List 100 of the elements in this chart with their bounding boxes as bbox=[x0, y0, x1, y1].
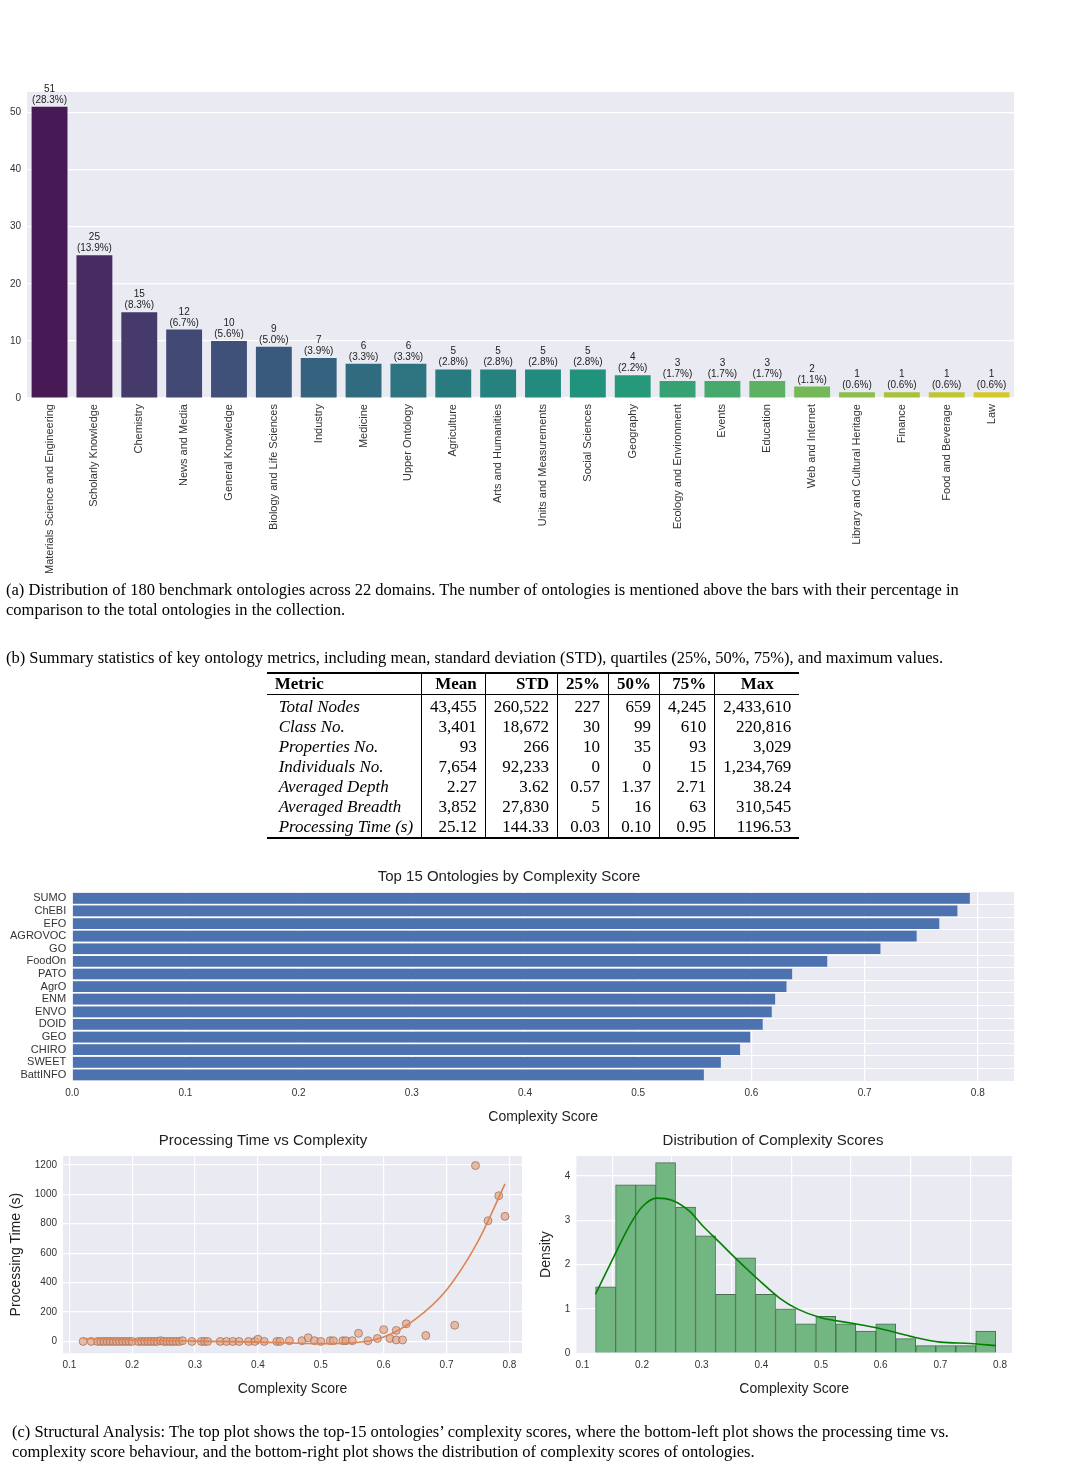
data-label: 1 (0.6%) bbox=[976, 368, 1007, 391]
y-tick-label: ChEBI bbox=[34, 903, 67, 916]
y-tick-label: 0 bbox=[564, 1346, 571, 1358]
bar bbox=[72, 1019, 763, 1030]
y-tick-label: BattINFO bbox=[20, 1067, 67, 1080]
category-label: Class No. bbox=[278, 717, 345, 736]
x-tick-label: News and Media bbox=[177, 403, 190, 486]
bar bbox=[72, 981, 787, 992]
text: 310,545 bbox=[736, 797, 792, 816]
text: 2,433,610 bbox=[723, 697, 792, 716]
bar bbox=[72, 1069, 704, 1081]
text: 5 bbox=[591, 797, 601, 816]
text: 15 bbox=[689, 757, 707, 776]
bar bbox=[72, 1044, 741, 1056]
y-tick-label: PATO bbox=[38, 967, 67, 980]
x-tick-label: 0.6 bbox=[376, 1358, 392, 1370]
y-tick-label: CHIRO bbox=[30, 1042, 67, 1055]
data-label: 3 (1.7%) bbox=[752, 356, 783, 379]
x-tick-label: 0.1 bbox=[62, 1358, 77, 1370]
y-tick-label: 0 bbox=[51, 1335, 58, 1347]
y-tick-label: AgrO bbox=[40, 979, 67, 992]
y-axis-title: Density bbox=[537, 1231, 554, 1278]
bar bbox=[480, 369, 517, 398]
bar bbox=[72, 892, 970, 904]
y-tick-label: SUMO bbox=[33, 891, 67, 904]
category-label: Averaged Depth bbox=[278, 777, 389, 796]
text: 99 bbox=[634, 717, 652, 736]
x-tick-label: 0.7 bbox=[439, 1358, 454, 1370]
category-label: Properties No. bbox=[278, 737, 379, 756]
x-tick-label: 0.4 bbox=[250, 1358, 266, 1370]
x-tick-label: 0.4 bbox=[754, 1358, 769, 1370]
y-tick-label: GEO bbox=[41, 1030, 67, 1043]
text: 659 bbox=[625, 697, 652, 716]
text: 63 bbox=[689, 797, 707, 816]
x-tick-label: Biology and Life Sciences bbox=[266, 403, 279, 530]
bar bbox=[659, 380, 696, 398]
category-label: Averaged Breadth bbox=[278, 797, 402, 816]
y-tick-label: SWEET bbox=[27, 1055, 67, 1068]
bar bbox=[749, 380, 786, 398]
data-label: 3 (1.7%) bbox=[707, 356, 738, 379]
x-tick-label: 0.8 bbox=[502, 1358, 517, 1370]
bar bbox=[435, 369, 472, 398]
y-tick-label: AGROVOC bbox=[10, 929, 67, 942]
bar bbox=[928, 392, 965, 398]
chart-title: Processing Time vs Complexity bbox=[158, 1131, 368, 1149]
x-tick-label: 0.5 bbox=[631, 1086, 646, 1098]
data-label: 5 (2.8%) bbox=[573, 345, 603, 368]
text: 27,830 bbox=[502, 797, 550, 816]
x-axis-title: Complexity Score bbox=[739, 1380, 850, 1397]
text: 18,672 bbox=[502, 717, 550, 736]
bar bbox=[31, 106, 68, 398]
y-tick-label: 600 bbox=[40, 1246, 58, 1258]
x-tick-label: Food and Beverage bbox=[939, 404, 952, 501]
text: 4,245 bbox=[668, 697, 707, 716]
text: 220,816 bbox=[736, 717, 792, 736]
x-tick-label: 0.2 bbox=[291, 1086, 306, 1098]
bar bbox=[614, 375, 651, 398]
y-tick-label: 3 bbox=[564, 1214, 571, 1226]
data-label: 5 (2.8%) bbox=[438, 345, 468, 368]
y-tick-label: EFO bbox=[43, 916, 67, 929]
x-tick-label: 0.6 bbox=[744, 1086, 759, 1098]
bar bbox=[345, 363, 382, 398]
x-tick-label: 0.8 bbox=[970, 1086, 986, 1098]
bar bbox=[211, 340, 247, 398]
data-label: 4 (2.2%) bbox=[617, 351, 648, 374]
x-tick-label: Geography bbox=[625, 403, 638, 459]
y-tick-label: ENM bbox=[41, 992, 67, 1005]
bar bbox=[883, 392, 920, 398]
bar bbox=[839, 392, 875, 398]
x-tick-label: 0.0 bbox=[65, 1086, 80, 1098]
x-tick-label: 0.6 bbox=[873, 1358, 889, 1370]
text: Metric bbox=[266, 673, 422, 695]
x-tick-label: Finance bbox=[894, 404, 907, 444]
text: 2.27 bbox=[447, 777, 477, 796]
x-tick-label: 0.4 bbox=[518, 1086, 533, 1098]
bar bbox=[72, 905, 958, 917]
text: 260,522 bbox=[493, 697, 550, 716]
x-tick-label: 0.7 bbox=[857, 1086, 872, 1098]
data-label: 6 (3.3%) bbox=[393, 339, 424, 362]
text: 1,234,769 bbox=[723, 757, 792, 776]
category-label: Mean bbox=[421, 673, 486, 695]
x-tick-label: 0.8 bbox=[993, 1358, 1008, 1370]
x-tick-label: 0.5 bbox=[814, 1358, 829, 1370]
text: 144.33 bbox=[502, 817, 550, 836]
text: 30 bbox=[583, 717, 601, 736]
x-tick-label: 0.2 bbox=[125, 1358, 140, 1370]
data-label: 51 (28.3%) bbox=[32, 82, 68, 105]
text: 3,029 bbox=[753, 737, 792, 756]
text: 43,455 bbox=[430, 697, 477, 716]
bar bbox=[166, 329, 203, 398]
x-tick-label: 0.3 bbox=[188, 1358, 203, 1370]
bar bbox=[300, 358, 337, 398]
text: 93 bbox=[689, 737, 707, 756]
text: 3,401 bbox=[438, 717, 477, 736]
bar bbox=[390, 363, 427, 398]
x-tick-label: Social Sciences bbox=[580, 403, 593, 482]
category-label: 50% bbox=[608, 673, 660, 695]
x-tick-label: Chemistry bbox=[132, 403, 145, 454]
category-label: Processing Time (s) bbox=[278, 817, 414, 836]
y-tick-label: 200 bbox=[40, 1305, 58, 1317]
